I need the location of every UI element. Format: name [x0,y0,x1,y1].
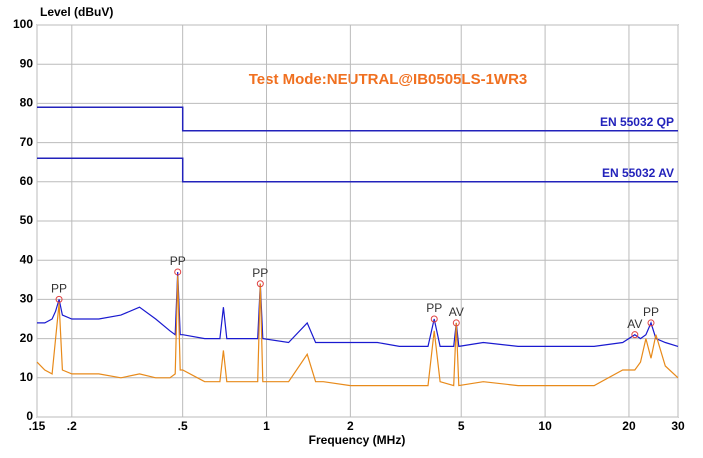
series-line [37,106,678,132]
x-tick-label: .15 [29,419,46,433]
x-tick-label: 20 [622,419,636,433]
x-tick-label: 30 [671,419,685,433]
y-tick-label: 30 [20,292,34,306]
x-tick-label: 5 [458,419,465,433]
legend-label: EN 55032 AV [602,166,674,180]
peak-label: PP [51,282,67,296]
y-tick-label: 80 [20,96,34,110]
peak-label: PP [426,301,442,315]
peak-marker [55,295,63,303]
x-tick-label: .2 [67,419,77,433]
y-tick-label: 60 [20,174,34,188]
x-tick-label: 2 [347,419,354,433]
y-tick-label: 0 [26,409,33,423]
x-tick-label: .5 [178,419,188,433]
legend-label: EN 55032 QP [600,115,674,129]
y-tick-label: 90 [20,56,34,70]
series-line [36,275,679,387]
series-line [37,271,679,348]
peak-marker [647,319,655,327]
peak-label: AV [449,305,464,319]
peak-label: PP [643,305,659,319]
y-tick-label: 10 [20,370,34,384]
peak-marker [430,315,438,323]
y-tick-label: 40 [20,252,34,266]
x-axis-label: Frequency (MHz) [309,433,406,447]
peak-label: AV [627,317,642,331]
y-tick-label: 50 [20,213,34,227]
peak-label: PP [252,266,268,280]
peak-label: PP [170,254,186,268]
y-tick-label: 70 [20,135,34,149]
peak-marker [256,280,264,288]
chart-title: Test Mode:NEUTRAL@IB0505LS-1WR3 [249,71,528,88]
peak-marker [174,268,182,276]
peak-marker [631,331,639,339]
x-tick-label: 1 [263,419,270,433]
x-tick-label: 10 [538,419,552,433]
y-axis-label: Level (dBuV) [40,5,113,19]
y-tick-label: 20 [20,331,34,345]
peak-marker [452,319,460,327]
y-tick-label: 100 [13,17,33,31]
series-line [37,157,678,183]
